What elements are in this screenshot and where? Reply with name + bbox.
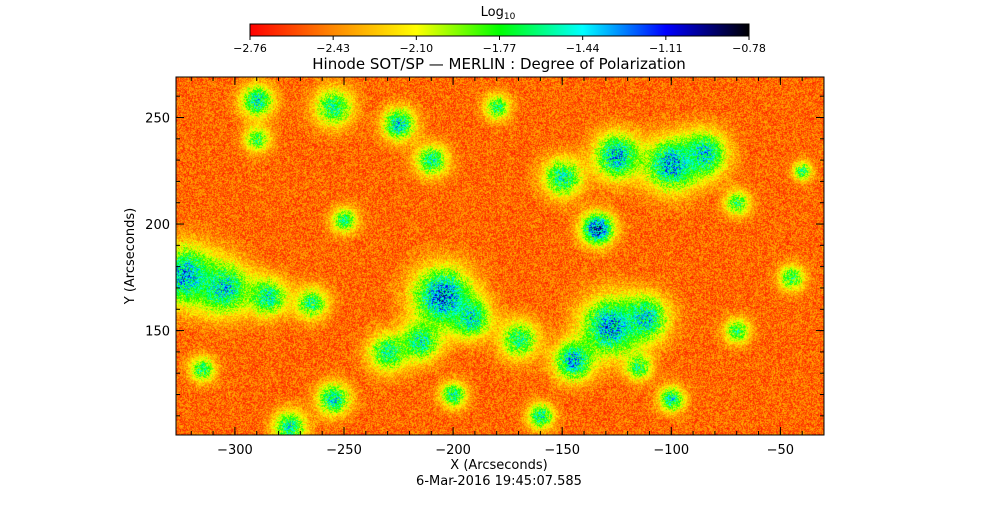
y-tick-label: 250 (145, 111, 170, 126)
x-tick-label: −100 (653, 443, 689, 458)
colorbar-tick-label: −2.10 (399, 42, 433, 55)
x-tick-label: −200 (435, 443, 471, 458)
colorbar-tick-label: −1.11 (649, 42, 683, 55)
x-axis-label: X (Arcseconds) (450, 458, 547, 473)
colorbar-tick-label: −0.78 (732, 42, 766, 55)
y-axis-label: Y (Arcseconds) (123, 208, 138, 305)
timestamp: 6-Mar-2016 19:45:07.585 (416, 474, 582, 489)
x-tick-label: −250 (326, 443, 362, 458)
colorbar-gradient (249, 23, 750, 37)
colorbar-tick-label: −1.77 (483, 42, 517, 55)
y-tick-label: 150 (145, 325, 170, 340)
colorbar-ticks: −2.76 −2.43 −2.10 −1.77 −1.44 −1.11 −0.78 (233, 36, 766, 55)
plot-frame (175, 76, 825, 436)
x-tick-label: −150 (544, 443, 580, 458)
plot-area: −300 −250 −200 −150 −100 −50 150 200 250 (145, 76, 825, 458)
x-tick-label: −300 (217, 443, 253, 458)
colorbar-tick-label: −2.43 (316, 42, 350, 55)
chart-title: Hinode SOT/SP — MERLIN : Degree of Polar… (312, 55, 686, 73)
x-tick-label: −50 (767, 443, 794, 458)
colorbar-tick-label: −2.76 (233, 42, 267, 55)
colorbar-label: Log10 (481, 5, 516, 22)
polarization-map (176, 77, 824, 435)
y-axis: 150 200 250 (145, 95, 824, 417)
colorbar-tick-label: −1.44 (566, 42, 600, 55)
x-axis: −300 −250 −200 −150 −100 −50 (190, 77, 825, 458)
y-tick-label: 200 (145, 218, 170, 233)
colorbar: Log10 −2.76 −2.43 −2.10 −1.77 −1.44 −1.11 −0.7… (233, 5, 766, 55)
